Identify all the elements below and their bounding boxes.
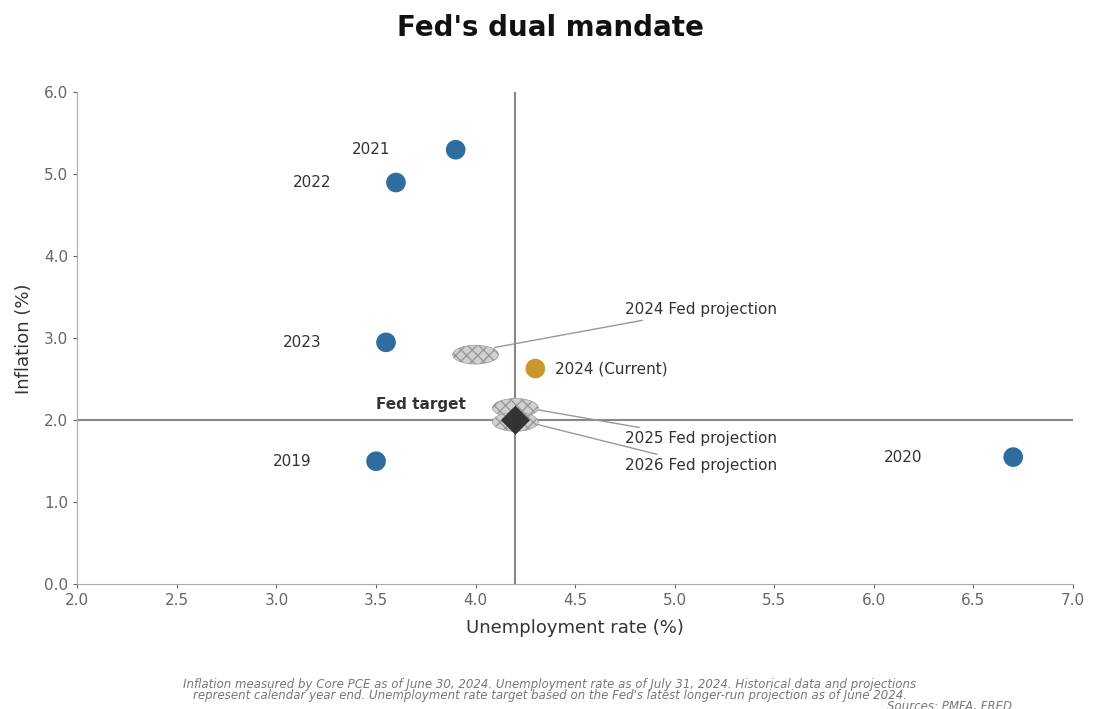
Point (527, 363, 544, 374)
Text: Fed target: Fed target (376, 397, 465, 412)
Point (507, 415, 525, 426)
Circle shape (453, 345, 498, 364)
X-axis label: Unemployment rate (%): Unemployment rate (%) (466, 619, 684, 637)
Text: Inflation measured by Core PCE as of June 30, 2024. Unemployment rate as of July: Inflation measured by Core PCE as of Jun… (184, 679, 916, 691)
Text: 2020: 2020 (883, 450, 922, 464)
Text: Sources: PMFA, FRED: Sources: PMFA, FRED (887, 700, 1012, 709)
Text: 2026 Fed projection: 2026 Fed projection (529, 423, 777, 473)
Text: 2022: 2022 (293, 175, 331, 190)
Point (447, 144, 464, 155)
Text: Fed's dual mandate: Fed's dual mandate (397, 14, 703, 42)
Text: 2024 Fed projection: 2024 Fed projection (494, 302, 777, 347)
Point (387, 177, 405, 188)
Point (367, 455, 385, 467)
Text: 2021: 2021 (352, 143, 390, 157)
Y-axis label: Inflation (%): Inflation (%) (15, 283, 33, 393)
Text: 2025 Fed projection: 2025 Fed projection (529, 408, 777, 446)
Circle shape (493, 398, 538, 418)
Point (377, 337, 395, 348)
Point (1004, 452, 1022, 463)
Text: 2019: 2019 (273, 454, 311, 469)
Circle shape (493, 413, 538, 431)
Text: 2023: 2023 (283, 335, 321, 350)
Text: represent calendar year end. Unemployment rate target based on the Fed's latest : represent calendar year end. Unemploymen… (192, 689, 907, 702)
Text: 2024 (Current): 2024 (Current) (556, 361, 668, 376)
